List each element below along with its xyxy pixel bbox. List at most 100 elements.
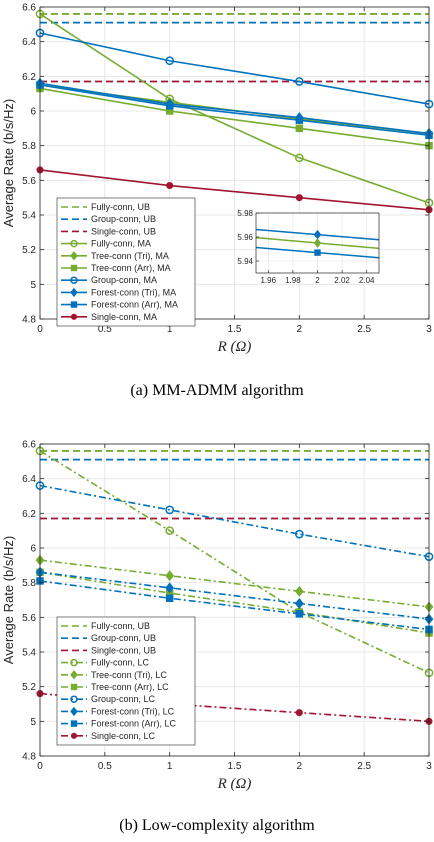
legend-label-4: Tree-conn (Tri), MA	[91, 251, 169, 261]
xtick-label-5: 2.5	[357, 324, 371, 335]
ytick-label-0: 4.8	[22, 752, 36, 763]
xtick-label-6: 3	[426, 324, 432, 335]
series-line-3	[39, 13, 430, 204]
legend-marker-4	[70, 251, 78, 261]
series-line-5	[39, 571, 430, 634]
xtick-label-3: 1.5	[228, 761, 242, 772]
inset-xtick-label-3: 2.02	[334, 276, 350, 285]
legend-label-0: Fully-conn, UB	[91, 202, 150, 212]
x-axis-label: R (Ω)	[217, 339, 252, 355]
ytick-label-6: 6	[30, 544, 36, 555]
legend: Fully-conn, UB Group-conn, UB Single-conn,…	[56, 616, 196, 746]
legend-marker-8	[70, 301, 78, 308]
point-s4-1	[165, 570, 175, 582]
legend-marker-4	[70, 670, 78, 680]
ytick-label-3: 5.4	[22, 211, 36, 222]
legend-marker-8	[70, 720, 78, 727]
legend-label-1: Group-conn, UB	[91, 633, 156, 643]
xtick-label-2: 1	[167, 761, 173, 772]
inset-point-7	[313, 229, 322, 240]
point-s8-1	[165, 594, 174, 603]
point-s9-1	[166, 181, 174, 190]
legend-label-3: Fully-conn, MA	[91, 239, 151, 249]
xtick-label-6: 3	[426, 761, 432, 772]
legend-marker-5	[70, 264, 78, 272]
point-s6-1	[165, 56, 175, 66]
series-line-5	[39, 87, 430, 147]
series-line-7	[39, 82, 430, 135]
legend-marker-6	[70, 276, 78, 284]
xtick-label-4: 2	[297, 324, 303, 335]
point-s5-2	[295, 124, 304, 133]
series-line-9	[39, 169, 430, 211]
inset-ytick-label-2: 5.98	[237, 209, 253, 218]
ytick-label-1: 5	[30, 717, 36, 728]
point-s7-2	[294, 597, 304, 609]
xtick-label-3: 1.5	[228, 324, 242, 335]
ytick-label-3: 5.4	[22, 648, 36, 659]
chart-mm-admm: 0 0.5 1 1.5 2 2.5 3 4.8 5 5.2 5.4 5.6 5.8 6 6.2 6.4 6.6 R…	[1, 3, 434, 355]
inset-ytick-label-1: 5.96	[237, 233, 253, 242]
ytick-label-0: 4.8	[22, 315, 36, 326]
ytick-label-2: 5.2	[22, 245, 36, 256]
ytick-label-4: 5.6	[22, 613, 36, 624]
legend-marker-9	[70, 313, 78, 320]
xtick-label-1: 0.5	[98, 324, 112, 335]
y-axis-label: Average Rate (b/s/Hz)	[1, 536, 16, 664]
xtick-label-1: 0.5	[98, 761, 112, 772]
legend-label-7: Forest-conn (Tri), LC	[91, 706, 175, 716]
caption-a: (a) MM-ADMM algorithm	[130, 382, 304, 399]
ytick-label-5: 5.8	[22, 141, 36, 152]
series-line-7	[39, 571, 430, 620]
ytick-label-8: 6.4	[22, 474, 36, 485]
legend-marker-7	[70, 706, 78, 717]
legend: Fully-conn, UB Group-conn, UB Single-conn,…	[56, 197, 196, 327]
point-s6-2	[294, 529, 304, 539]
legend-label-5: Tree-conn (Arr), LC	[91, 682, 169, 692]
series-line-4	[39, 559, 430, 608]
legend-label-8: Forest-conn (Arr), MA	[91, 300, 178, 310]
ytick-label-6: 6	[30, 107, 36, 118]
series-line-3	[39, 450, 430, 674]
inset-xtick-label-1: 1.98	[285, 276, 301, 285]
point-s9-2	[295, 194, 303, 202]
point-s8-1	[165, 102, 174, 110]
inset-xtick-label-2: 2	[315, 276, 320, 285]
point-s6-1	[165, 505, 175, 515]
legend-label-2: Single-conn, UB	[91, 226, 156, 236]
legend-marker-5	[70, 683, 78, 691]
caption-b: (b) Low-complexity algorithm	[119, 817, 315, 834]
point-s7-1	[165, 582, 175, 594]
legend-label-2: Single-conn, UB	[91, 645, 156, 655]
legend-marker-6	[70, 695, 78, 703]
legend-marker-9	[70, 732, 78, 739]
legend-label-5: Tree-conn (Arr), MA	[91, 263, 171, 273]
point-s8-2	[295, 610, 304, 618]
inset-ytick-label-0: 5.94	[237, 257, 253, 266]
legend-label-0: Fully-conn, UB	[91, 621, 150, 631]
inset-point-8	[314, 249, 321, 256]
ytick-label-7: 6.2	[22, 509, 36, 520]
xtick-label-4: 2	[297, 761, 303, 772]
inset-xtick-label-0: 1.96	[261, 276, 277, 285]
legend-label-6: Group-conn, MA	[91, 275, 157, 285]
point-s6-2	[294, 77, 304, 86]
ytick-label-7: 6.2	[22, 72, 36, 83]
legend-marker-3	[70, 239, 78, 248]
legend-label-6: Group-conn, LC	[91, 694, 156, 704]
y-axis-label: Average Rate (b/s/Hz)	[1, 99, 16, 227]
point-s4-2	[294, 585, 304, 597]
legend-label-4: Tree-conn (Tri), LC	[91, 670, 167, 680]
inset-series	[256, 228, 379, 259]
series-line-8	[39, 580, 430, 631]
xtick-label-0: 0	[37, 324, 43, 335]
legend-label-9: Single-conn, LC	[91, 731, 156, 741]
ytick-label-2: 5.2	[22, 682, 36, 693]
inset-xtick-label-4: 2.04	[359, 276, 375, 285]
legend-marker-7	[70, 287, 78, 298]
legend-label-3: Fully-conn, LC	[91, 658, 150, 668]
legend-label-9: Single-conn, MA	[91, 312, 157, 322]
series-line-6	[39, 32, 430, 105]
legend-label-7: Forest-conn (Tri), MA	[91, 287, 176, 297]
